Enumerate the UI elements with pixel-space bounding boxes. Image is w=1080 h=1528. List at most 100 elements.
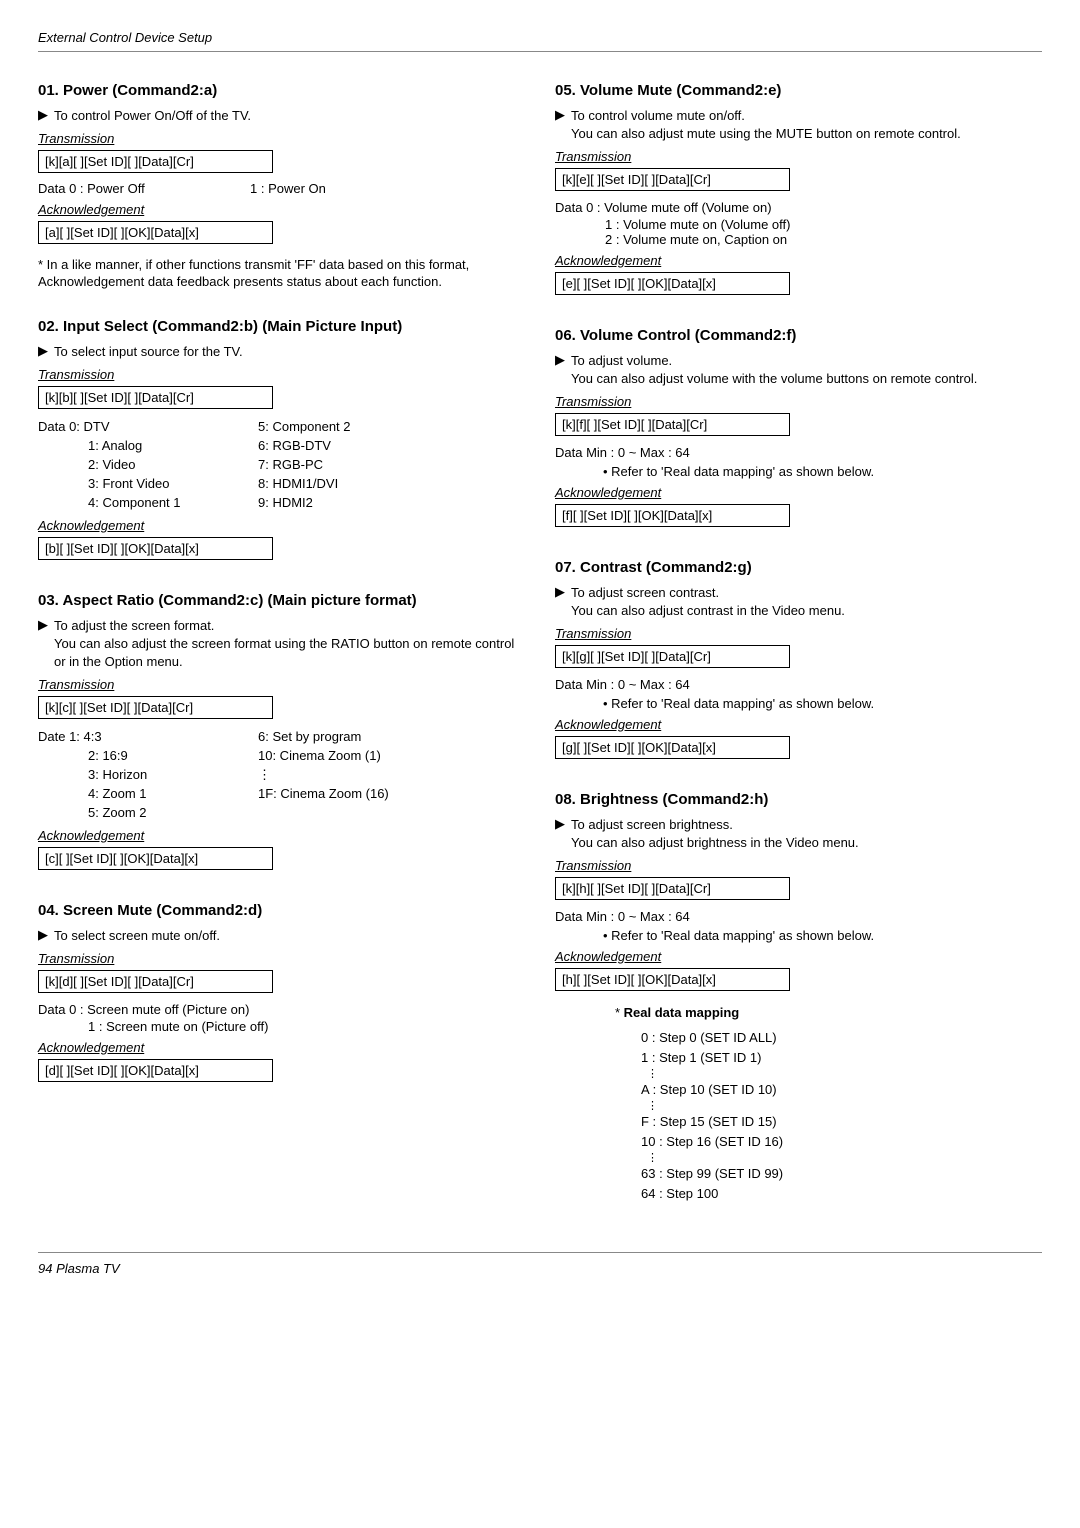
section-desc: To control volume mute on/off.: [571, 108, 745, 123]
data-range: Data Min : 0 ~ Max : 64: [555, 444, 1042, 462]
mapping-item: 63 : Step 99 (SET ID 99): [641, 1164, 1042, 1184]
ack-code: [h][ ][Set ID][ ][OK][Data][x]: [555, 968, 790, 991]
transmission-code: [k][a][ ][Set ID][ ][Data][Cr]: [38, 150, 273, 173]
data-option: 8: HDMI1/DVI: [258, 474, 351, 493]
section-desc: To control Power On/Off of the TV.: [54, 107, 251, 125]
data-option: Data 0 : Power Off: [38, 181, 238, 196]
section-title: 07. Contrast (Command2:g): [555, 559, 1042, 576]
data-option: 7: RGB-PC: [258, 455, 351, 474]
ellipsis: ⋮: [647, 1100, 1042, 1112]
data-note: Refer to 'Real data mapping' as shown be…: [603, 928, 1042, 943]
data-range: Data Min : 0 ~ Max : 64: [555, 676, 1042, 694]
transmission-code: [k][d][ ][Set ID][ ][Data][Cr]: [38, 970, 273, 993]
arrow-icon: ▶: [38, 343, 48, 359]
section-06: 06. Volume Control (Command2:f) ▶ To adj…: [555, 327, 1042, 531]
data-option: Data 0 : Volume mute off (Volume on): [555, 199, 1042, 217]
section-title: 06. Volume Control (Command2:f): [555, 327, 1042, 344]
transmission-label: Transmission: [38, 131, 525, 146]
ack-code: [a][ ][Set ID][ ][OK][Data][x]: [38, 221, 273, 244]
section-title: 08. Brightness (Command2:h): [555, 791, 1042, 808]
section-desc: To select screen mute on/off.: [54, 927, 220, 945]
footnote: * In a like manner, if other functions t…: [38, 256, 525, 290]
section-desc: You can also adjust volume with the volu…: [571, 371, 977, 386]
ack-code: [e][ ][Set ID][ ][OK][Data][x]: [555, 272, 790, 295]
transmission-code: [k][b][ ][Set ID][ ][Data][Cr]: [38, 386, 273, 409]
data-option: 1F: Cinema Zoom (16): [258, 784, 389, 803]
data-note: Refer to 'Real data mapping' as shown be…: [603, 464, 1042, 479]
content-columns: 01. Power (Command2:a) ▶ To control Powe…: [38, 82, 1042, 1232]
ellipsis: ⋮: [647, 1152, 1042, 1164]
arrow-icon: ▶: [555, 352, 565, 368]
data-option: 1: Analog: [88, 436, 238, 455]
ack-code: [b][ ][Set ID][ ][OK][Data][x]: [38, 537, 273, 560]
transmission-code: [k][c][ ][Set ID][ ][Data][Cr]: [38, 696, 273, 719]
transmission-code: [k][f][ ][Set ID][ ][Data][Cr]: [555, 413, 790, 436]
transmission-code: [k][h][ ][Set ID][ ][Data][Cr]: [555, 877, 790, 900]
section-05: 05. Volume Mute (Command2:e) ▶ To contro…: [555, 82, 1042, 299]
mapping-item: 0 : Step 0 (SET ID ALL): [641, 1028, 1042, 1048]
data-option: 4: Component 1: [88, 493, 238, 512]
data-option: 6: Set by program: [258, 727, 389, 746]
data-option: 2: Video: [88, 455, 238, 474]
ack-code: [g][ ][Set ID][ ][OK][Data][x]: [555, 736, 790, 759]
transmission-label: Transmission: [555, 626, 1042, 641]
section-title: 01. Power (Command2:a): [38, 82, 525, 99]
transmission-label: Transmission: [38, 367, 525, 382]
data-range: Data Min : 0 ~ Max : 64: [555, 908, 1042, 926]
mapping-item: A : Step 10 (SET ID 10): [641, 1080, 1042, 1100]
data-option: Data 0: DTV: [38, 417, 238, 436]
section-title: 02. Input Select (Command2:b) (Main Pict…: [38, 318, 525, 335]
data-option: 1 : Volume mute on (Volume off): [605, 217, 1042, 232]
data-option: 4: Zoom 1: [88, 784, 238, 803]
arrow-icon: ▶: [38, 927, 48, 943]
arrow-icon: ▶: [555, 816, 565, 832]
ack-label: Acknowledgement: [38, 518, 525, 533]
data-option: 9: HDMI2: [258, 493, 351, 512]
data-option: 1 : Screen mute on (Picture off): [88, 1019, 525, 1034]
data-option: 5: Zoom 2: [88, 803, 238, 822]
section-title: 04. Screen Mute (Command2:d): [38, 902, 525, 919]
right-column: 05. Volume Mute (Command2:e) ▶ To contro…: [555, 82, 1042, 1232]
data-option: Date 1: 4:3: [38, 727, 238, 746]
ack-label: Acknowledgement: [555, 485, 1042, 500]
ack-code: [f][ ][Set ID][ ][OK][Data][x]: [555, 504, 790, 527]
section-04: 04. Screen Mute (Command2:d) ▶ To select…: [38, 902, 525, 1086]
ack-label: Acknowledgement: [38, 202, 525, 217]
section-desc: To adjust the screen format.: [54, 618, 214, 633]
real-data-mapping-list: 0 : Step 0 (SET ID ALL) 1 : Step 1 (SET …: [641, 1028, 1042, 1204]
arrow-icon: ▶: [555, 107, 565, 123]
mapping-item: 64 : Step 100: [641, 1184, 1042, 1204]
ack-label: Acknowledgement: [555, 949, 1042, 964]
ack-label: Acknowledgement: [555, 717, 1042, 732]
section-desc: You can also adjust the screen format us…: [54, 636, 514, 669]
data-option: 5: Component 2: [258, 417, 351, 436]
section-desc: You can also adjust mute using the MUTE …: [571, 126, 961, 141]
header-rule: [38, 51, 1042, 52]
data-note: Refer to 'Real data mapping' as shown be…: [603, 696, 1042, 711]
transmission-code: [k][g][ ][Set ID][ ][Data][Cr]: [555, 645, 790, 668]
ack-label: Acknowledgement: [38, 1040, 525, 1055]
transmission-label: Transmission: [38, 677, 525, 692]
section-03: 03. Aspect Ratio (Command2:c) (Main pict…: [38, 592, 525, 874]
data-option: 3: Front Video: [88, 474, 238, 493]
page-header: External Control Device Setup: [38, 30, 1042, 45]
page-footer: 94 Plasma TV: [38, 1252, 1042, 1276]
mapping-item: F : Step 15 (SET ID 15): [641, 1112, 1042, 1132]
arrow-icon: ▶: [38, 617, 48, 633]
section-title: 05. Volume Mute (Command2:e): [555, 82, 1042, 99]
data-option: 6: RGB-DTV: [258, 436, 351, 455]
left-column: 01. Power (Command2:a) ▶ To control Powe…: [38, 82, 525, 1232]
data-option: 1 : Power On: [250, 181, 326, 196]
transmission-label: Transmission: [555, 149, 1042, 164]
ack-code: [d][ ][Set ID][ ][OK][Data][x]: [38, 1059, 273, 1082]
data-option: 3: Horizon: [88, 765, 238, 784]
section-desc: To adjust screen contrast.: [571, 585, 719, 600]
section-desc: You can also adjust contrast in the Vide…: [571, 603, 845, 618]
mapping-item: 1 : Step 1 (SET ID 1): [641, 1048, 1042, 1068]
data-option: 10: Cinema Zoom (1): [258, 746, 389, 765]
section-desc: To adjust volume.: [571, 353, 672, 368]
section-08: 08. Brightness (Command2:h) ▶ To adjust …: [555, 791, 1042, 1204]
real-data-mapping-title: Real data mapping: [615, 1005, 1042, 1020]
ellipsis: ⋮: [258, 765, 389, 784]
transmission-code: [k][e][ ][Set ID][ ][Data][Cr]: [555, 168, 790, 191]
